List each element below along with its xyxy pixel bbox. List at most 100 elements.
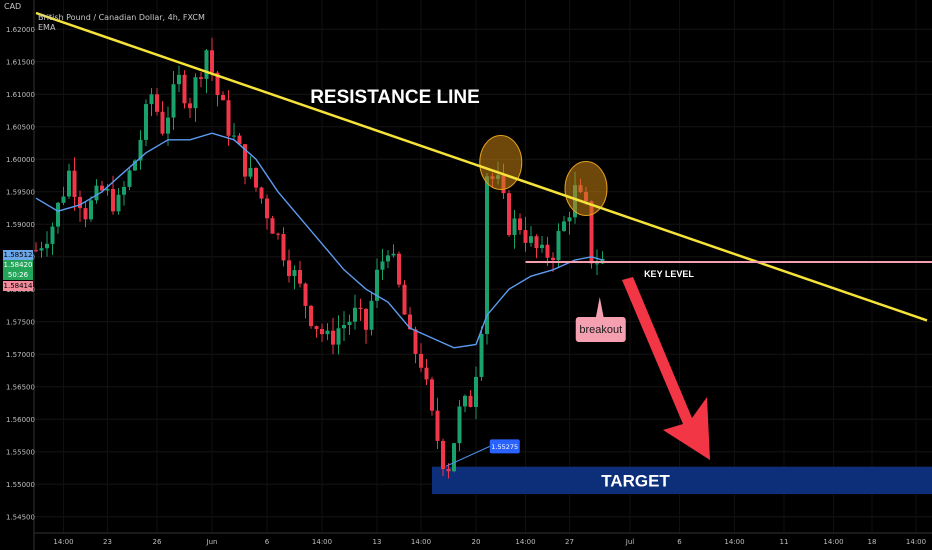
time-tick-label: 20: [472, 538, 481, 546]
key-level-label: KEY LEVEL: [644, 269, 694, 279]
candle-body: [34, 250, 38, 252]
candle-body: [259, 187, 264, 199]
candle-body: [215, 72, 220, 96]
time-tick-label: 14:00: [312, 538, 332, 546]
candle-body: [441, 440, 445, 470]
time-tick-label: 14:00: [515, 538, 535, 546]
candle-body: [254, 167, 258, 188]
price-tick-label: 1.57500: [6, 318, 35, 326]
candle-body: [237, 135, 242, 145]
candle-body: [193, 77, 198, 109]
candle-body: [177, 74, 181, 85]
price-tick-label: 1.60500: [6, 123, 35, 131]
candle-body: [336, 328, 341, 345]
candle-body: [292, 270, 297, 277]
price-tag-key: 1.58414: [3, 281, 33, 291]
candle-body: [331, 330, 335, 345]
candle-body: [540, 244, 544, 249]
low-price-label: 1.55275: [491, 443, 518, 451]
candle-body: [155, 94, 159, 112]
price-tick-label: 1.62000: [6, 26, 35, 34]
candle-body: [375, 269, 379, 301]
breakout-pointer: [595, 297, 604, 318]
time-tick-label: 13: [373, 538, 382, 546]
low-price-box: [489, 439, 520, 454]
candle-body: [342, 324, 346, 329]
candle-body: [226, 100, 231, 136]
candle-body: [50, 226, 55, 244]
candle-body: [347, 321, 352, 325]
candle-body: [430, 379, 434, 411]
target-label: TARGET: [601, 471, 670, 490]
resistance-touch-circle: [479, 135, 523, 190]
time-tick-label: 14:00: [53, 538, 73, 546]
candle-body: [144, 104, 148, 140]
candle-body: [523, 230, 528, 243]
candle-body: [39, 248, 44, 251]
chart-title: British Pound / Canadian Dollar, 4h, FXC…: [38, 13, 205, 22]
low-price-callout: 1.55275: [445, 439, 520, 467]
candle-body: [534, 236, 539, 249]
candle-body: [479, 333, 484, 377]
candle-body: [468, 395, 473, 407]
axis-currency: CAD: [4, 2, 22, 11]
price-tag-ema: 1.58512: [3, 250, 33, 260]
candle-body: [72, 170, 77, 197]
time-tick-label: 6: [265, 538, 270, 546]
time-tick-label: 11: [780, 538, 789, 546]
candle-body: [248, 167, 253, 177]
candle-body: [562, 221, 566, 231]
candle-body: [320, 329, 324, 335]
candle-body: [474, 376, 478, 407]
candle-body: [457, 406, 462, 444]
resistance-touch-circle: [564, 161, 608, 216]
candle-body: [89, 200, 93, 220]
price-tag-countdown: 50:26: [3, 270, 33, 280]
candle-body: [160, 111, 165, 134]
candle-body: [364, 309, 368, 330]
candle-body: [358, 307, 363, 310]
candle-body: [83, 208, 88, 220]
candle-body: [100, 185, 104, 191]
time-tick-label: 14:00: [411, 538, 431, 546]
time-tick-label: Jul: [625, 538, 635, 546]
candle-body: [116, 194, 121, 212]
candle-body: [166, 117, 170, 134]
time-tick-label: 6: [677, 538, 682, 546]
candle-body: [111, 188, 115, 212]
candle-body: [309, 305, 313, 327]
candle-body: [567, 217, 572, 222]
candle-body: [556, 230, 561, 261]
candle-body: [391, 253, 396, 256]
time-tick-label: 23: [103, 538, 112, 546]
price-tag-last: 1.58420: [3, 260, 33, 270]
candle-body: [485, 176, 489, 334]
time-tick-label: 26: [153, 538, 162, 546]
candle-body: [287, 260, 291, 277]
candle-body: [281, 234, 286, 261]
price-tick-label: 1.56000: [6, 416, 35, 424]
candle-body: [545, 244, 550, 258]
time-tick-label: Jun: [206, 538, 218, 546]
candle-body: [413, 329, 418, 354]
resistance-line[interactable]: [35, 11, 928, 322]
gridlines: [34, 0, 932, 533]
candle-body: [270, 218, 275, 234]
candle-body: [325, 330, 330, 335]
candle-body: [221, 95, 225, 101]
candle-body: [210, 50, 214, 73]
candle-body: [232, 135, 236, 137]
candle-body: [303, 283, 308, 306]
candle-body: [138, 139, 143, 161]
candle-body: [199, 77, 203, 79]
candle-body: [386, 255, 390, 262]
candle-body: [105, 188, 110, 191]
target-zone: [432, 466, 932, 494]
candle-body: [424, 367, 429, 380]
candle-body: [204, 50, 209, 79]
price-tick-label: 1.55000: [6, 481, 35, 489]
candle-body: [507, 193, 511, 236]
down-arrow: [622, 277, 710, 460]
price-tick-label: 1.56500: [6, 383, 35, 391]
